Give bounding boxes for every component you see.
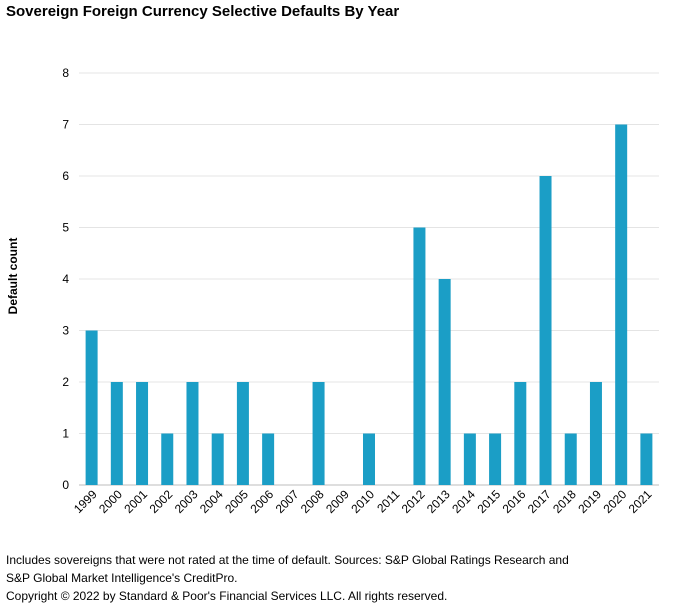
- x-tick-label: 2006: [247, 487, 276, 516]
- source-note-line-1: Includes sovereigns that were not rated …: [6, 553, 569, 567]
- x-tick-label: 2012: [399, 487, 428, 516]
- x-tick-label: 2005: [222, 487, 251, 516]
- x-tick-label: 2004: [197, 487, 226, 516]
- bar-2008: [312, 382, 325, 485]
- bar-2006: [262, 433, 275, 485]
- bar-2005: [236, 382, 249, 485]
- y-tick-label: 5: [62, 221, 69, 235]
- bar-2016: [514, 382, 527, 485]
- bar-2014: [463, 433, 476, 485]
- y-tick-label: 3: [62, 324, 69, 338]
- x-tick-label: 2014: [449, 487, 478, 516]
- x-tick-label: 2003: [172, 487, 201, 516]
- x-tick-label: 2000: [96, 487, 125, 516]
- y-tick-label: 2: [62, 375, 69, 389]
- x-tick-label: 2015: [474, 487, 503, 516]
- bar-2012: [413, 227, 426, 485]
- bars: [85, 124, 653, 485]
- x-tick-label: 2016: [500, 487, 529, 516]
- copyright-note: Copyright © 2022 by Standard & Poor's Fi…: [6, 589, 448, 603]
- bar-2018: [564, 433, 577, 485]
- x-tick-label: 2011: [374, 487, 402, 515]
- y-tick-label: 4: [62, 272, 69, 286]
- bar-2021: [640, 433, 653, 485]
- x-tick-label: 2018: [550, 487, 579, 516]
- bar-2001: [136, 382, 149, 485]
- gridlines: [79, 72, 659, 486]
- y-tick-label: 8: [62, 66, 69, 80]
- y-axis-ticks: 0 1 2 3 4 5 6 7 8: [62, 66, 69, 492]
- x-tick-label: 2001: [121, 487, 150, 516]
- x-tick-label: 2021: [626, 487, 655, 516]
- bar-2004: [211, 433, 224, 485]
- x-tick-label: 2008: [298, 487, 327, 516]
- bar-2020: [615, 124, 628, 485]
- bar-2000: [110, 382, 123, 485]
- x-tick-label: 2013: [424, 487, 453, 516]
- x-tick-label: 2009: [323, 487, 352, 516]
- bar-2017: [539, 176, 552, 485]
- bar-2010: [363, 433, 375, 485]
- x-tick-label: 2019: [575, 487, 604, 516]
- x-axis-ticks: 1999200020012002200320042005200620072008…: [71, 487, 655, 516]
- y-tick-label: 6: [62, 169, 69, 183]
- bar-2002: [161, 433, 174, 485]
- bar-2019: [589, 382, 602, 485]
- x-tick-label: 1999: [71, 487, 100, 516]
- x-tick-label: 2002: [147, 487, 176, 516]
- y-axis-label: Default count: [6, 238, 20, 315]
- y-tick-label: 1: [62, 427, 69, 441]
- x-tick-label: 2007: [273, 487, 302, 516]
- bar-2003: [186, 382, 199, 485]
- bar-2015: [489, 433, 502, 485]
- bar-1999: [85, 330, 98, 485]
- x-tick-label: 2017: [525, 487, 554, 516]
- source-note-line-2: S&P Global Market Intelligence's CreditP…: [6, 571, 238, 585]
- chart-title: Sovereign Foreign Currency Selective Def…: [6, 3, 400, 20]
- x-tick-label: 2010: [348, 487, 377, 516]
- y-tick-label: 0: [62, 478, 69, 492]
- bar-2013: [438, 279, 451, 485]
- footnotes: Includes sovereigns that were not rated …: [6, 551, 676, 605]
- y-tick-label: 7: [62, 118, 69, 132]
- x-tick-label: 2020: [601, 487, 630, 516]
